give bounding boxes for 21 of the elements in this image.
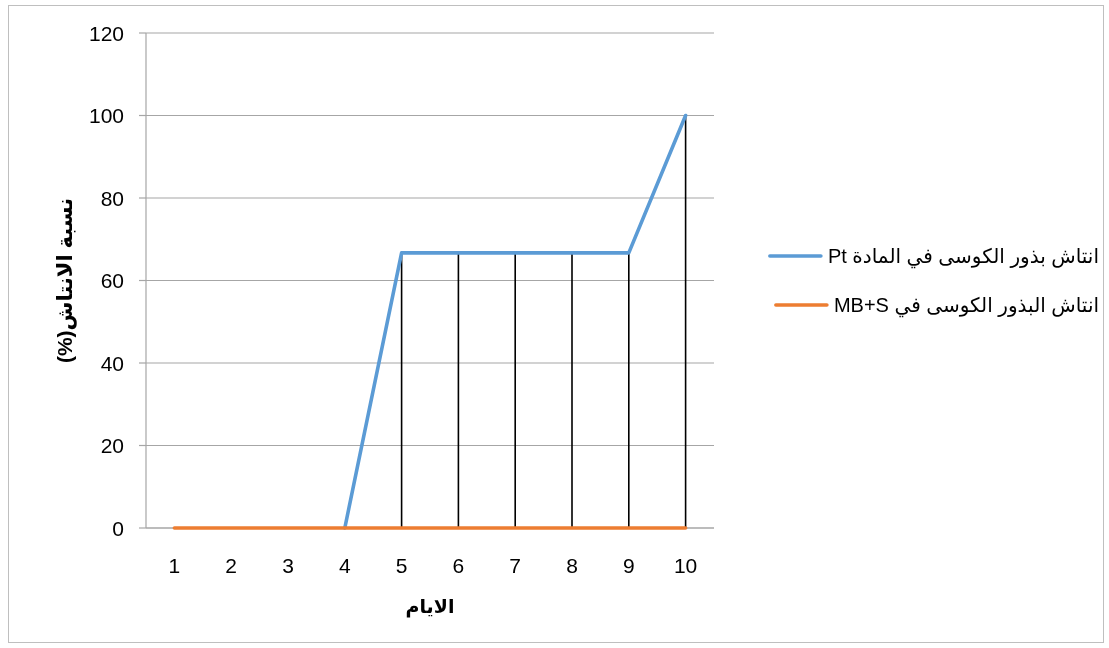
ytick-label: 100 [88,104,124,127]
legend-label: انتاش بذور الكوسى في المادة Pt [827,245,1099,267]
xtick-label: 2 [225,553,238,577]
ytick-label: 60 [100,269,124,292]
xtick-label: 1 [168,553,181,577]
xtick-label: 5 [395,553,408,577]
ytick-label: 120 [88,21,124,45]
xtick-label: 3 [282,553,294,577]
xtick-label: 4 [338,553,351,577]
ytick-label: 80 [100,186,124,210]
ylabel: نسبة الانتاش(%) [52,197,76,364]
xtick-label: 10 [673,553,698,577]
legend-label: انتاش البذور الكوسى في MB+S [833,294,1099,316]
xtick-label: 9 [622,553,635,577]
xtick-label: 6 [452,553,465,577]
xlabel: الايام [405,595,455,617]
xtick-label: 8 [566,553,578,577]
ytick-label: 40 [100,351,124,375]
ytick-label: 20 [100,434,124,457]
ytick-label: 0 [112,516,124,540]
xtick-label: 7 [509,553,522,577]
